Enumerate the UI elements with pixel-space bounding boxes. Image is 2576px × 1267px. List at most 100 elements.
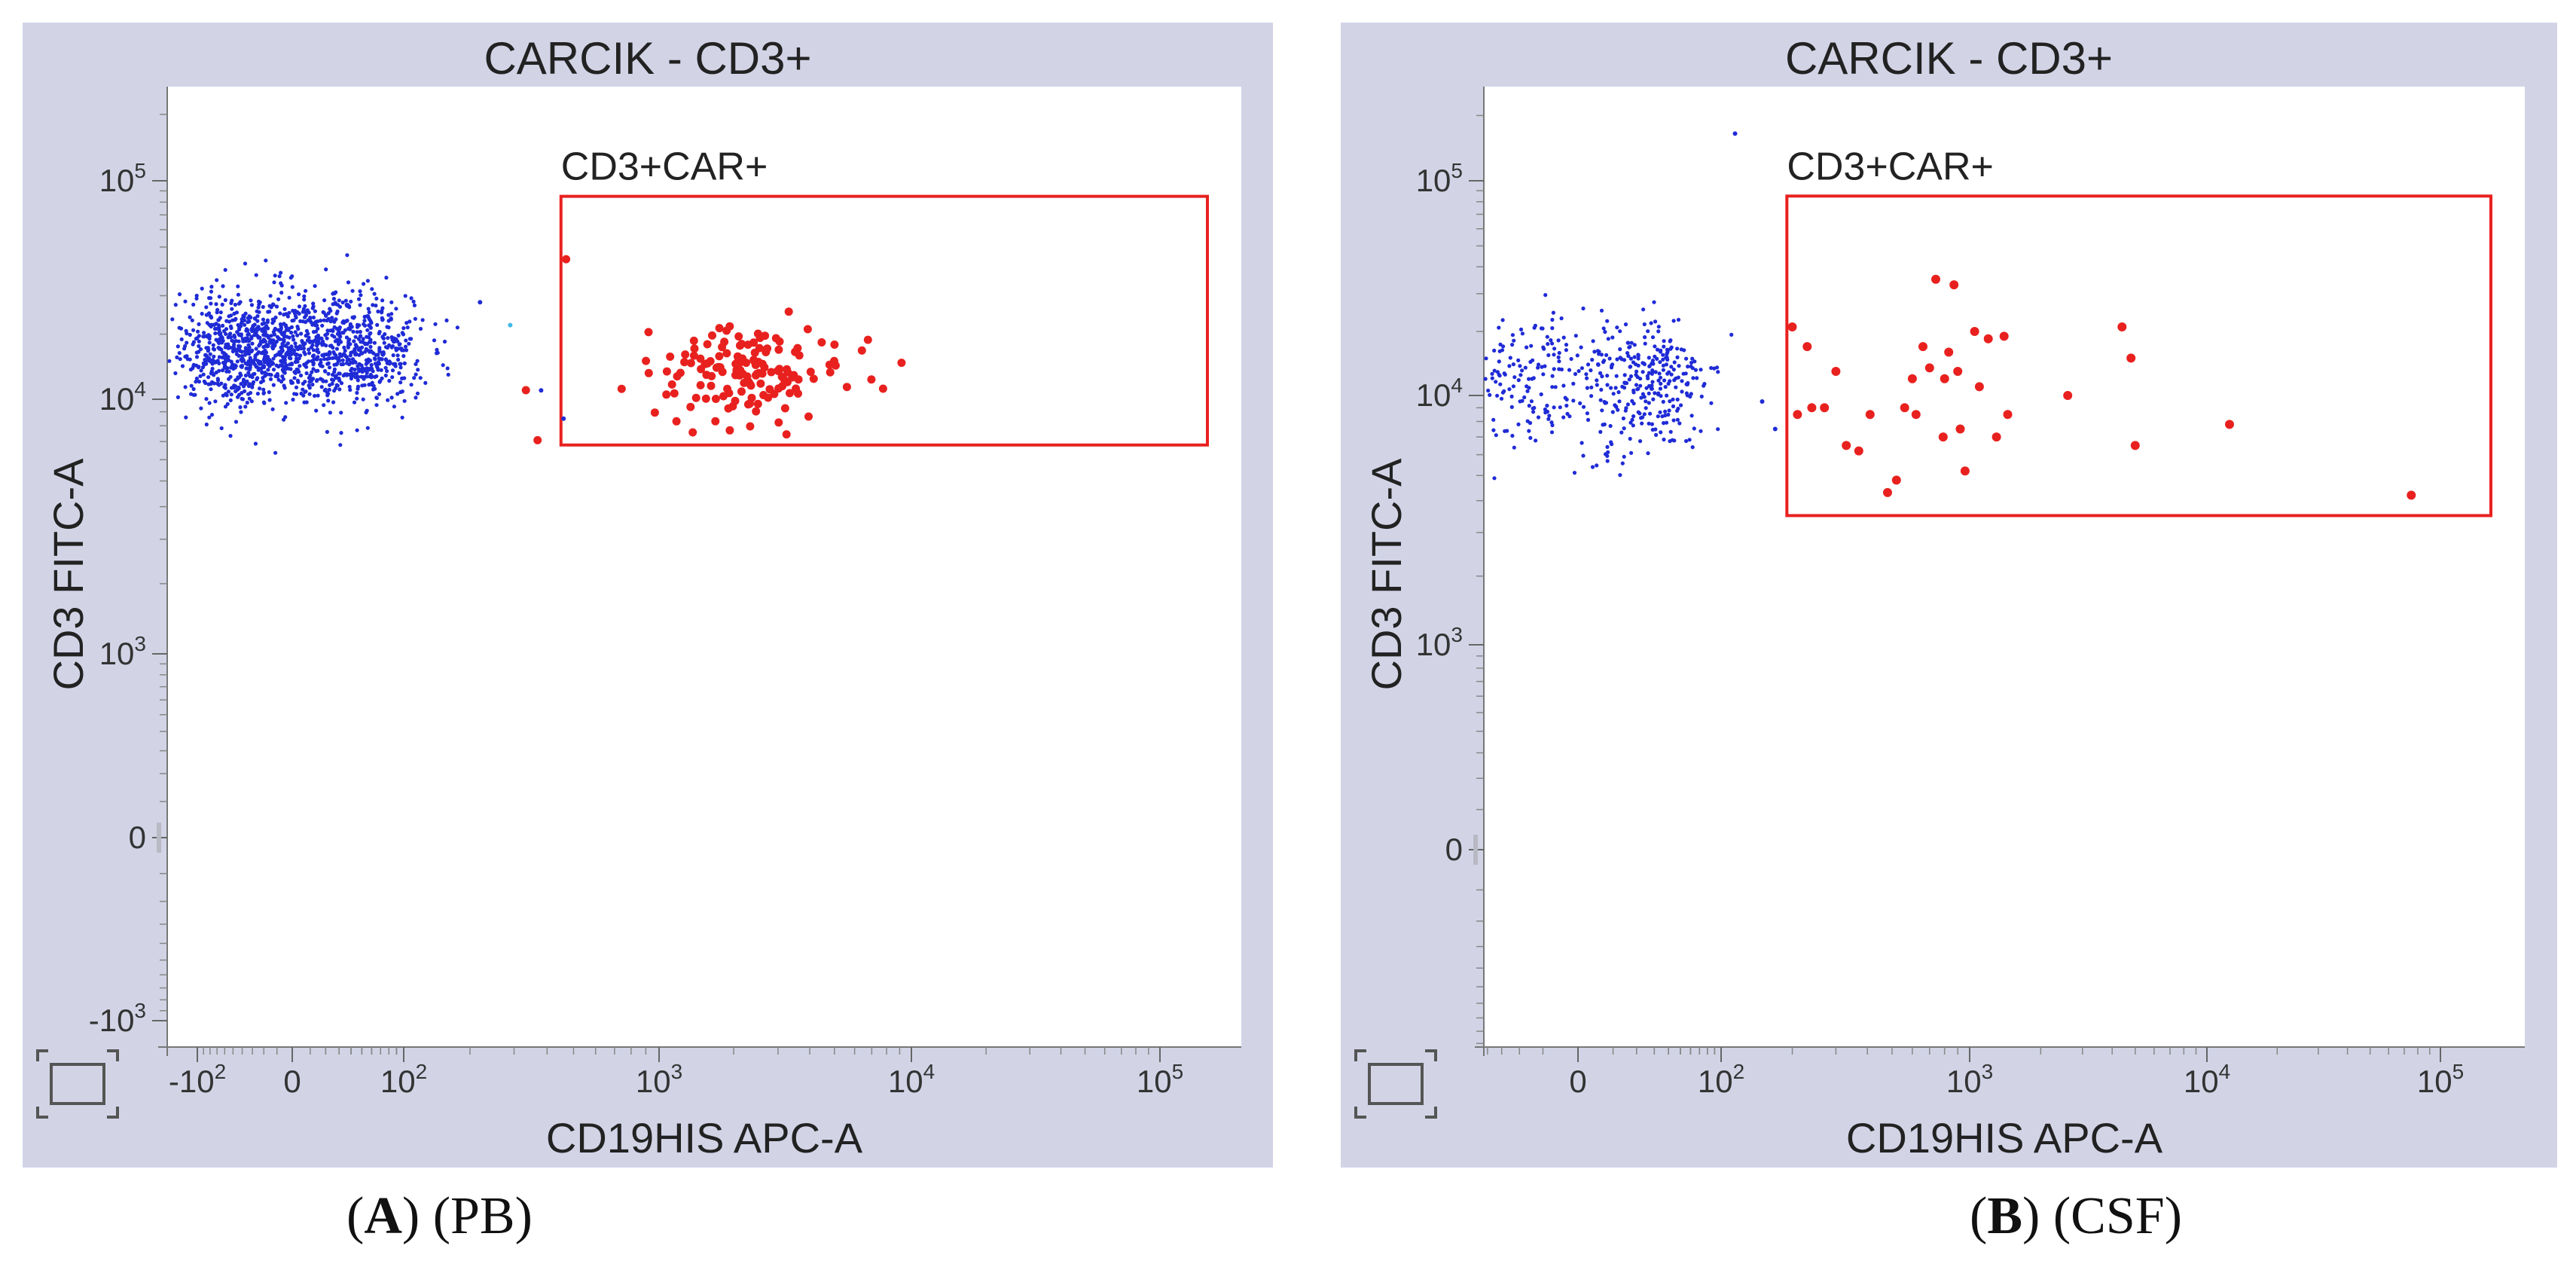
car-positive-event xyxy=(1960,466,1970,476)
panel-a-caption: (A) (PB) xyxy=(346,1187,533,1245)
car-negative-event xyxy=(266,368,270,372)
car-negative-event xyxy=(1626,354,1631,359)
car-negative-event xyxy=(445,366,450,371)
panel-b-x-tick-label: 0 xyxy=(1569,1064,1586,1099)
car-negative-event xyxy=(1529,399,1534,404)
car-negative-event xyxy=(191,392,196,397)
car-negative-event xyxy=(298,364,302,368)
car-negative-event xyxy=(371,387,376,392)
car-negative-event xyxy=(1609,386,1613,390)
car-negative-event xyxy=(1494,380,1498,384)
car-negative-event xyxy=(1540,326,1545,331)
car-negative-event xyxy=(270,321,275,325)
car-negative-event xyxy=(183,299,188,304)
car-negative-event xyxy=(349,368,353,373)
car-negative-event xyxy=(246,383,251,389)
car-negative-event xyxy=(300,339,304,343)
car-negative-event xyxy=(1628,420,1633,425)
car-negative-event xyxy=(387,343,392,347)
panel-a: CARCIK - CD3+ CD19HIS APC-A CD3 FITC-A -102… xyxy=(23,23,1273,1168)
car-negative-event xyxy=(1664,362,1668,367)
car-negative-event xyxy=(324,267,328,272)
car-negative-event xyxy=(365,374,369,379)
car-positive-event xyxy=(644,328,653,337)
car-positive-event xyxy=(702,371,711,380)
car-positive-event xyxy=(743,340,752,350)
car-positive-event xyxy=(1955,424,1965,434)
car-negative-event xyxy=(262,401,267,405)
car-negative-event xyxy=(355,344,359,349)
car-negative-event xyxy=(203,353,208,357)
car-negative-event xyxy=(239,410,243,414)
car-positive-event xyxy=(788,373,797,382)
car-negative-event xyxy=(1632,355,1637,359)
car-negative-event xyxy=(1569,356,1573,362)
car-negative-event xyxy=(248,367,252,371)
car-negative-event xyxy=(289,325,294,329)
car-negative-event xyxy=(377,392,382,396)
car-negative-event xyxy=(1665,393,1669,398)
car-negative-event xyxy=(1609,365,1614,370)
car-negative-event xyxy=(435,347,439,352)
car-negative-event xyxy=(1500,318,1505,322)
car-negative-event xyxy=(407,341,411,346)
car-negative-event xyxy=(271,344,276,349)
car-negative-event xyxy=(324,313,328,318)
car-positive-event xyxy=(867,375,876,384)
car-negative-event xyxy=(1693,368,1698,372)
panel-b-y-tick-label: 0 xyxy=(1445,832,1463,867)
car-negative-event xyxy=(401,326,406,331)
car-positive-event xyxy=(784,307,793,316)
car-negative-event xyxy=(1677,364,1681,368)
car-negative-event xyxy=(240,397,245,401)
car-negative-event xyxy=(1662,344,1666,349)
car-negative-event xyxy=(319,319,323,323)
car-negative-event xyxy=(346,340,351,345)
car-negative-event xyxy=(1567,414,1572,419)
car-negative-event xyxy=(1622,454,1626,459)
car-negative-event xyxy=(380,298,385,303)
car-negative-event xyxy=(258,386,262,391)
car-negative-event xyxy=(1491,417,1496,422)
car-negative-event xyxy=(179,337,184,342)
car-negative-event xyxy=(368,331,372,336)
car-negative-event xyxy=(190,318,194,322)
car-negative-event xyxy=(1709,401,1714,405)
car-negative-event xyxy=(1669,365,1674,369)
car-negative-event xyxy=(224,369,229,374)
panel-a-y-tick-label: -103 xyxy=(89,999,146,1038)
car-negative-event xyxy=(261,317,266,322)
panel-a-events xyxy=(167,253,906,455)
car-negative-event xyxy=(261,391,266,395)
car-negative-event xyxy=(173,371,178,376)
panel-b-y-tick-label: 104 xyxy=(1416,374,1463,413)
car-negative-event xyxy=(260,371,264,375)
car-negative-event xyxy=(291,318,296,322)
car-negative-event xyxy=(269,305,273,310)
panel-a-y-tick-label: 0 xyxy=(129,820,146,855)
car-negative-event xyxy=(1536,365,1540,370)
car-negative-event xyxy=(332,325,337,329)
car-negative-event xyxy=(358,303,362,307)
car-negative-event xyxy=(1590,358,1595,362)
car-negative-event xyxy=(272,332,277,337)
car-negative-event xyxy=(366,360,371,365)
car-negative-event xyxy=(281,357,285,362)
car-negative-event xyxy=(1675,347,1680,351)
car-negative-event xyxy=(1541,345,1546,350)
car-negative-event xyxy=(1661,353,1665,357)
car-negative-event xyxy=(200,311,204,316)
car-negative-event xyxy=(357,362,362,366)
car-negative-event xyxy=(298,353,303,358)
car-negative-event xyxy=(1643,341,1647,346)
car-positive-event xyxy=(777,372,786,381)
car-negative-event xyxy=(295,325,300,329)
car-negative-event xyxy=(355,396,359,401)
car-negative-event xyxy=(224,327,229,331)
car-negative-event xyxy=(1533,323,1537,328)
car-negative-event xyxy=(1643,335,1647,340)
car-negative-event xyxy=(351,316,356,320)
car-negative-event xyxy=(243,389,247,394)
car-negative-event xyxy=(1516,422,1521,427)
car-negative-event xyxy=(1508,356,1512,360)
